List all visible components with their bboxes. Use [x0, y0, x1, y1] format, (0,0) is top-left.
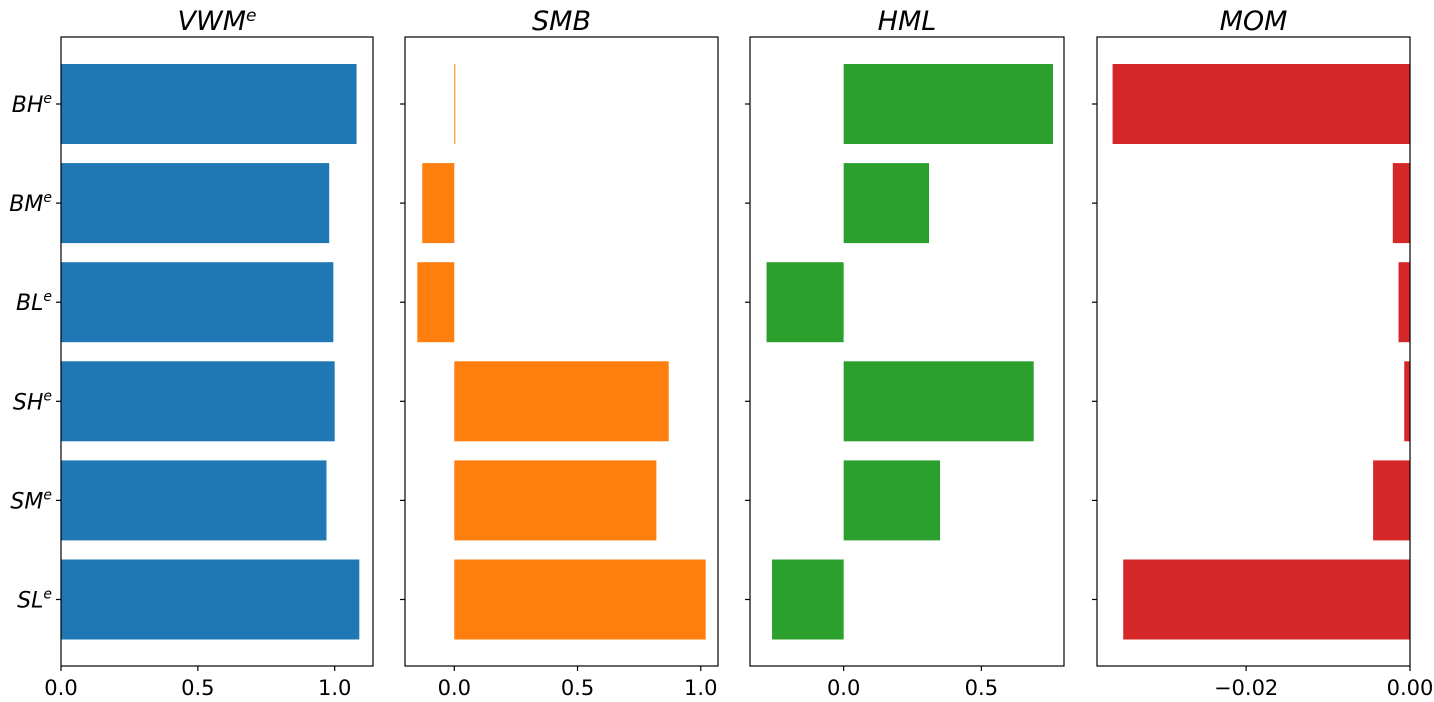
x-tick-label: 1.0 — [684, 676, 717, 700]
bar-mom-bl — [1398, 262, 1410, 343]
category-label-sl: SLe — [17, 587, 52, 614]
x-tick-label: 0.0 — [827, 676, 860, 700]
bar-mom-sh — [1404, 361, 1410, 442]
bar-vwm-sh — [61, 361, 335, 442]
bar-smb-sl — [454, 559, 706, 640]
bar-mom-sl — [1123, 559, 1410, 640]
x-tick-label: 0.0 — [44, 676, 77, 700]
bar-hml-sh — [843, 361, 1034, 442]
bar-hml-bh — [843, 64, 1053, 144]
category-label-sm: SMe — [10, 487, 52, 514]
x-tick-label: 0.5 — [181, 676, 214, 700]
x-tick-label: 1.0 — [318, 676, 351, 700]
bar-mom-sm — [1373, 460, 1410, 541]
x-tick-label: 0.00 — [1387, 676, 1434, 700]
panel-frame-3 — [749, 36, 1065, 667]
bar-vwm-bh — [61, 64, 357, 144]
bar-vwm-bm — [61, 163, 330, 244]
bar-smb-bm — [422, 163, 455, 244]
category-label-bh: BHe — [12, 91, 52, 118]
bar-mom-bm — [1392, 163, 1410, 244]
x-tick-label: 0.5 — [965, 676, 998, 700]
category-label-bl: BLe — [16, 289, 52, 316]
bar-smb-bl — [417, 262, 455, 343]
category-label-sh: SHe — [13, 388, 52, 415]
panel-title-vwm: VWMe — [178, 6, 257, 37]
bar-hml-sl — [772, 559, 844, 640]
bar-smb-sm — [454, 460, 657, 541]
panel-title-hml: HML — [878, 6, 937, 37]
panel-title-mom: MOM — [1220, 6, 1288, 37]
bar-smb-bh — [454, 64, 456, 144]
panel-frame-1 — [60, 36, 374, 667]
panel-frame-4 — [1096, 36, 1411, 667]
bar-hml-bl — [766, 262, 844, 343]
panel-title-smb: SMB — [532, 6, 591, 37]
x-tick-label: 0.0 — [438, 676, 471, 700]
x-tick-label: 0.5 — [561, 676, 594, 700]
x-tick-label: −0.02 — [1214, 676, 1278, 700]
bar-vwm-sl — [61, 559, 360, 640]
bar-smb-sh — [454, 361, 669, 442]
bar-mom-bh — [1112, 64, 1410, 144]
bar-vwm-bl — [61, 262, 334, 343]
panel-frame-2 — [404, 36, 719, 667]
bar-hml-sm — [843, 460, 941, 541]
category-label-bm: BMe — [9, 190, 52, 217]
bar-hml-bm — [843, 163, 930, 244]
bar-vwm-sm — [61, 460, 327, 541]
